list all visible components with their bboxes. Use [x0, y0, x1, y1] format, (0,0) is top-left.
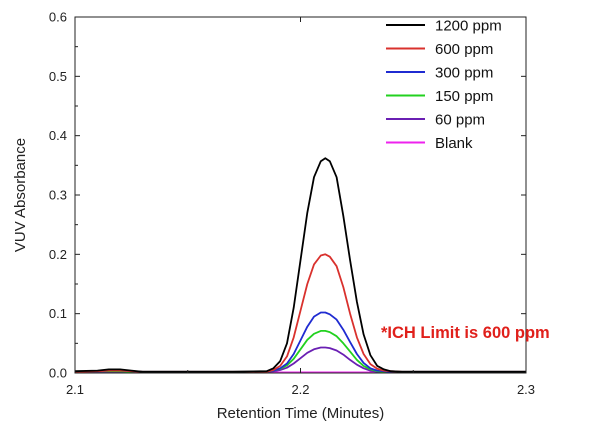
x-tick-label: 2.1	[66, 382, 84, 397]
y-axis-title: VUV Absorbance	[12, 138, 29, 252]
legend-label-1200-ppm: 1200 ppm	[435, 18, 502, 35]
y-tick-label: 0.3	[49, 188, 67, 203]
y-tick-label: 0.0	[49, 366, 67, 381]
ich-limit-annotation: *ICH Limit is 600 ppm	[381, 324, 550, 342]
y-tick-label: 0.5	[49, 69, 67, 84]
y-tick-label: 0.6	[49, 10, 67, 25]
x-axis-title: Retention Time (Minutes)	[217, 405, 385, 422]
plot-series-group	[74, 157, 526, 374]
series-line-600-ppm	[74, 253, 526, 373]
legend: 1200 ppm 600 ppm 300 ppm 150 ppm 60 ppm Blank	[386, 18, 502, 152]
y-tick-label: 0.1	[49, 306, 67, 321]
legend-label-300-ppm: 300 ppm	[435, 65, 493, 82]
legend-label-60-ppm: 60 ppm	[435, 112, 485, 129]
x-tick-label: 2.2	[291, 382, 309, 397]
legend-label-150-ppm: 150 ppm	[435, 88, 493, 105]
x-tick-label: 2.3	[517, 382, 535, 397]
y-tick-label: 0.2	[49, 247, 67, 262]
legend-label-blank: Blank	[435, 135, 473, 152]
legend-label-600-ppm: 600 ppm	[435, 41, 493, 58]
y-tick-label: 0.4	[49, 128, 67, 143]
axis-ticks-group: 0.0 0.1 0.2 0.3 0.4 0.5 0.6 2.1 2.2 2.3	[49, 10, 535, 398]
series-line-1200-ppm	[74, 157, 526, 373]
series-line-300-ppm	[74, 311, 526, 373]
